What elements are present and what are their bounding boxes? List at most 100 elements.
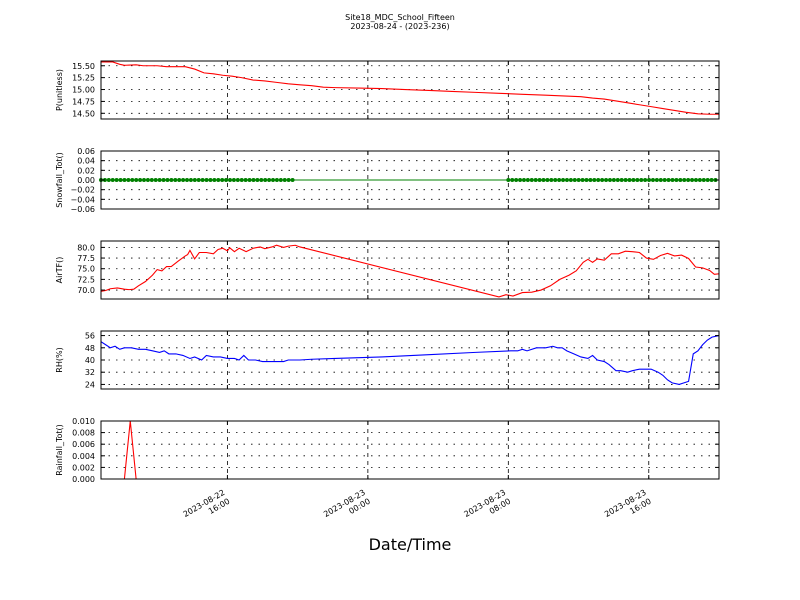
figure-subtitle: 2023-08-24 - (2023-236): [350, 22, 449, 31]
y-tick-label: 15.50: [72, 62, 95, 71]
y-tick-label: 80.0: [77, 243, 95, 252]
data-point: [231, 178, 236, 182]
axes-frame: [100, 240, 720, 300]
data-point: [228, 178, 233, 182]
data-point: [118, 178, 123, 182]
data-point: [177, 178, 182, 182]
data-point: [286, 178, 291, 182]
data-point: [529, 178, 534, 182]
series-markers: [99, 178, 718, 182]
data-point: [686, 178, 691, 182]
data-point: [114, 178, 119, 182]
y-tick-label: −0.06: [70, 205, 95, 214]
data-point: [196, 178, 201, 182]
data-point: [701, 178, 706, 182]
data-point: [173, 178, 178, 182]
data-point: [697, 178, 702, 182]
data-point: [106, 178, 111, 182]
data-point: [290, 178, 295, 182]
x-axis-label: Date/Time: [369, 535, 452, 554]
y-tick-label: 0.008: [72, 429, 95, 438]
y-tick-label: 0.000: [72, 475, 95, 484]
panel-4: 56 48 40 32 24 RH(%): [55, 330, 720, 390]
data-point: [627, 178, 632, 182]
y-tick-label: 0.02: [77, 166, 95, 175]
y-tick-label: 15.25: [72, 74, 95, 83]
data-point: [126, 178, 131, 182]
y-axis-label: AirTF(): [55, 257, 64, 284]
data-point: [564, 178, 569, 182]
data-point: [192, 178, 197, 182]
data-point: [553, 178, 558, 182]
data-point: [615, 178, 620, 182]
y-tick-label: 14.50: [72, 109, 95, 118]
y-tick-label: 40: [85, 356, 95, 365]
data-point: [506, 178, 511, 182]
data-point: [705, 178, 710, 182]
data-point: [549, 178, 554, 182]
panel-2: 0.060.040.020.00−0.02−0.04−0.06 Snowfall_…: [55, 147, 720, 214]
data-point: [169, 178, 174, 182]
data-point: [274, 178, 279, 182]
y-axis-label: P(unitless): [55, 69, 64, 111]
data-point: [235, 178, 240, 182]
y-tick-label: 0.002: [72, 463, 95, 472]
axes-frame: [100, 420, 720, 480]
data-point: [662, 178, 667, 182]
y-tick-label: 75.0: [77, 265, 95, 274]
data-point: [216, 178, 221, 182]
y-tick-label: 56: [85, 332, 95, 341]
y-tick-label: 0.010: [72, 417, 95, 426]
data-point: [239, 178, 244, 182]
data-point: [647, 178, 652, 182]
data-point: [142, 178, 146, 182]
data-point: [650, 178, 655, 182]
data-point: [658, 178, 663, 182]
data-point: [572, 178, 577, 182]
data-point: [596, 178, 601, 182]
data-point: [643, 178, 648, 182]
data-point: [153, 178, 158, 182]
data-point: [208, 178, 213, 182]
data-point: [533, 178, 538, 182]
data-point: [157, 178, 162, 182]
data-point: [243, 178, 248, 182]
data-point: [271, 178, 276, 182]
data-point: [588, 178, 593, 182]
data-point: [188, 178, 193, 182]
data-point: [200, 178, 205, 182]
data-point: [259, 178, 264, 182]
data-point: [541, 178, 546, 182]
data-point: [165, 178, 170, 182]
data-point: [580, 178, 585, 182]
data-point: [145, 178, 150, 182]
data-point: [161, 178, 166, 182]
series-line: [101, 61, 719, 115]
data-point: [619, 178, 624, 182]
y-tick-label: 0.00: [77, 176, 95, 185]
series-line: [100, 335, 720, 385]
data-point: [666, 178, 671, 182]
data-point: [247, 178, 252, 182]
data-point: [181, 178, 186, 182]
data-point: [537, 178, 542, 182]
data-point: [682, 178, 687, 182]
data-point: [251, 178, 256, 182]
data-point: [510, 178, 515, 182]
data-point: [204, 178, 209, 182]
y-axis-label: Snowfall_Tot(): [55, 152, 64, 208]
data-point: [631, 178, 636, 182]
data-point: [514, 178, 519, 182]
data-point: [557, 178, 562, 182]
data-point: [278, 178, 283, 182]
data-point: [130, 178, 135, 182]
data-point: [255, 178, 260, 182]
data-point: [693, 178, 698, 182]
data-point: [138, 178, 143, 182]
